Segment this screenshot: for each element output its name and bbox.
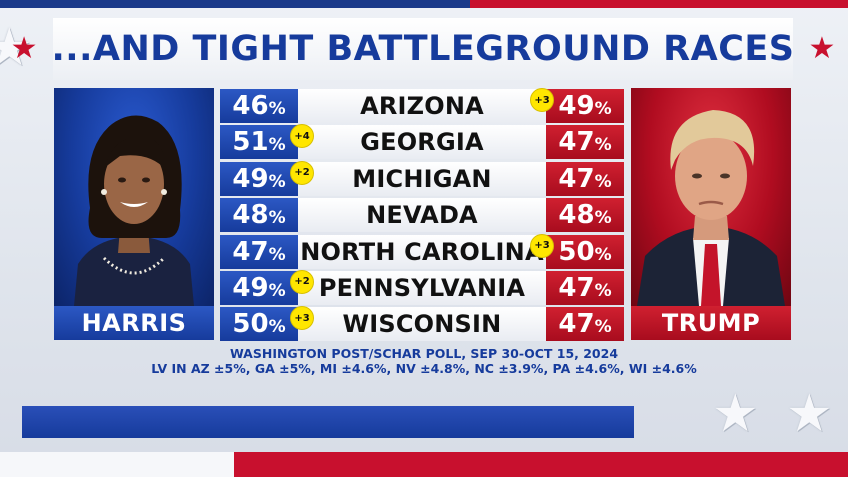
state-name: MICHIGAN: [352, 164, 492, 193]
state-name: WISCONSIN: [342, 310, 502, 339]
page-title: ...AND TIGHT BATTLEGROUND RACES: [51, 29, 795, 69]
state-name: NORTH CAROLINA: [300, 237, 544, 266]
trump-percent-value: 47: [558, 272, 595, 303]
trump-percent-value: 49: [558, 91, 595, 121]
table-row: 46% ARIZONA 49% +3: [220, 88, 624, 124]
margin-of-error: LV IN AZ ±5%, GA ±5%, MI ±4.6%, NV ±4.8%…: [151, 361, 697, 376]
percent-sign: %: [594, 317, 612, 338]
state-name: NEVADA: [366, 201, 478, 230]
harris-percent: 50%: [220, 307, 298, 342]
title-bar: ★ ...AND TIGHT BATTLEGROUND RACES ★: [11, 18, 835, 80]
trump-name-label: TRUMP: [631, 306, 791, 340]
harris-percent: 51%: [220, 125, 298, 160]
state-name: PENNSYLVANIA: [318, 273, 526, 302]
percent-sign: %: [268, 99, 286, 119]
harris-percent: 49%: [220, 270, 298, 305]
state-results-table: 46% ARIZONA 49% +3 51% GEORGIA 47% +4 49% MICHIGA…: [220, 88, 624, 343]
harris-portrait-image: [74, 115, 194, 306]
table-row: 48% NEVADA 48%: [220, 197, 624, 233]
harris-percent-value: 48: [232, 200, 269, 231]
harris-percent: 46%: [220, 89, 298, 123]
decorative-star-icon: ★: [712, 384, 759, 444]
harris-percent-value: 46: [232, 91, 269, 121]
trump-percent: 47%: [546, 125, 624, 160]
harris-percent-value: 49: [232, 163, 269, 194]
trump-portrait: [631, 88, 791, 306]
trump-percent-value: 50: [558, 236, 595, 267]
trump-percent: 47%: [546, 307, 624, 342]
poll-source: WASHINGTON POST/SCHAR POLL, SEP 30-OCT 1…: [229, 346, 619, 361]
trump-percent: 50%: [546, 234, 624, 269]
table-row: 47% NORTH CAROLINA 50% +3: [220, 233, 624, 270]
trump-percent: 48%: [546, 198, 624, 233]
trump-percent-value: 47: [558, 127, 595, 158]
harris-percent-value: 50: [232, 309, 269, 340]
percent-sign: %: [268, 280, 286, 301]
lead-margin-badge: +4: [290, 124, 314, 149]
harris-percent: 49%: [220, 161, 298, 196]
percent-sign: %: [594, 208, 612, 229]
lead-margin-badge: +3: [530, 88, 554, 112]
trump-percent: 49%: [546, 89, 624, 123]
state-name: ARIZONA: [360, 92, 484, 120]
bottom-white-stripe: [0, 452, 234, 477]
percent-sign: %: [268, 317, 286, 338]
table-row: 51% GEORGIA 47% +4: [220, 124, 624, 160]
harris-percent-value: 51: [232, 127, 269, 158]
harris-percent-value: 49: [232, 272, 269, 303]
harris-percent: 48%: [220, 198, 298, 233]
table-row: 50% WISCONSIN 47% +3: [220, 306, 624, 342]
percent-sign: %: [594, 171, 612, 192]
trump-percent: 47%: [546, 270, 624, 305]
lead-margin-badge: +3: [530, 233, 554, 258]
percent-sign: %: [594, 99, 612, 119]
percent-sign: %: [268, 135, 286, 156]
harris-name-label: HARRIS: [54, 306, 214, 340]
harris-percent: 47%: [220, 234, 298, 269]
decorative-star-icon: ★: [0, 18, 33, 78]
percent-sign: %: [268, 208, 286, 229]
trump-percent-value: 47: [558, 163, 595, 194]
lead-margin-badge: +2: [290, 160, 314, 185]
trump-percent: 47%: [546, 161, 624, 196]
percent-sign: %: [594, 244, 612, 265]
top-navy-stripe: [0, 0, 470, 8]
decorative-star-icon: ★: [786, 384, 833, 444]
percent-sign: %: [594, 135, 612, 156]
star-icon: ★: [10, 31, 38, 66]
bottom-navy-stripe: [22, 406, 634, 438]
trump-percent-value: 48: [558, 200, 595, 231]
harris-percent-value: 47: [232, 236, 269, 267]
table-row: 49% PENNSYLVANIA 47% +2: [220, 269, 624, 306]
percent-sign: %: [268, 171, 286, 192]
bottom-red-stripe: [234, 452, 848, 477]
top-red-stripe: [470, 0, 848, 8]
trump-portrait-image: [637, 110, 785, 306]
percent-sign: %: [268, 244, 286, 265]
percent-sign: %: [594, 280, 612, 301]
state-name: GEORGIA: [360, 128, 484, 157]
lead-margin-badge: +2: [290, 269, 314, 294]
harris-portrait: [54, 88, 214, 306]
trump-percent-value: 47: [558, 309, 595, 340]
table-row: 49% MICHIGAN 47% +2: [220, 160, 624, 197]
star-icon: ★: [808, 31, 836, 66]
lead-margin-badge: +3: [290, 306, 314, 331]
